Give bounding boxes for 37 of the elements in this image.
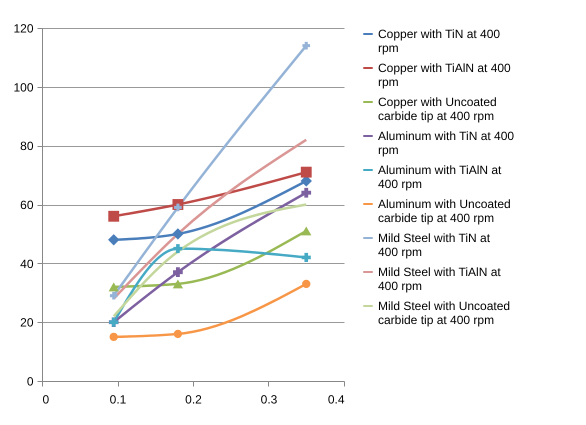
y-tick-label: 40	[20, 256, 34, 271]
x-tick-label: 0.1	[110, 392, 127, 406]
point	[172, 228, 184, 240]
point	[173, 267, 183, 278]
point	[108, 282, 119, 292]
point	[108, 210, 120, 222]
point	[172, 279, 184, 288]
legend-label: Mild Steel with Uncoated carbide tip at 400 rpm	[378, 299, 510, 327]
point	[110, 332, 118, 342]
x-tick-label: 0.2	[185, 392, 202, 406]
legend-label: Copper with Uncoated carbide tip at 400 rpm	[378, 95, 497, 123]
y-tick-label: 80	[20, 139, 34, 154]
point	[108, 234, 120, 246]
legend-label: Copper with TiAlN at 400 rpm	[378, 61, 512, 89]
point	[110, 292, 118, 300]
y-tick-label: 20	[20, 316, 34, 330]
point	[302, 252, 311, 262]
y-tick-label: 100	[13, 80, 34, 94]
point	[301, 188, 312, 198]
legend-label: Aluminum with TiAlN at 400 rpm	[378, 163, 502, 191]
legend-label: Aluminum with TiN at 400 rpm	[378, 129, 514, 157]
point	[173, 244, 182, 254]
legend-label: Aluminum with Uncoated carbide tip at 400 rpm	[378, 197, 511, 225]
point	[174, 330, 182, 338]
legend-label: Mild Steel with TiAlN at 400 rpm	[378, 265, 502, 293]
point	[300, 166, 312, 178]
point	[302, 42, 310, 50]
x-tick-label: 0.4	[328, 392, 345, 406]
legend-label: Copper with TiN at 400 rpm	[378, 27, 500, 55]
y-tick-label: 120	[13, 22, 34, 36]
point	[302, 280, 310, 288]
legend-label: Mild Steel with TiN at 400 rpm	[378, 231, 491, 259]
y-tick-label: 0	[26, 374, 34, 388]
y-tick-label: 60	[20, 198, 34, 212]
x-tick-label: 0.3	[260, 392, 278, 406]
x-tick-label: 0	[42, 392, 50, 406]
point	[301, 226, 312, 236]
